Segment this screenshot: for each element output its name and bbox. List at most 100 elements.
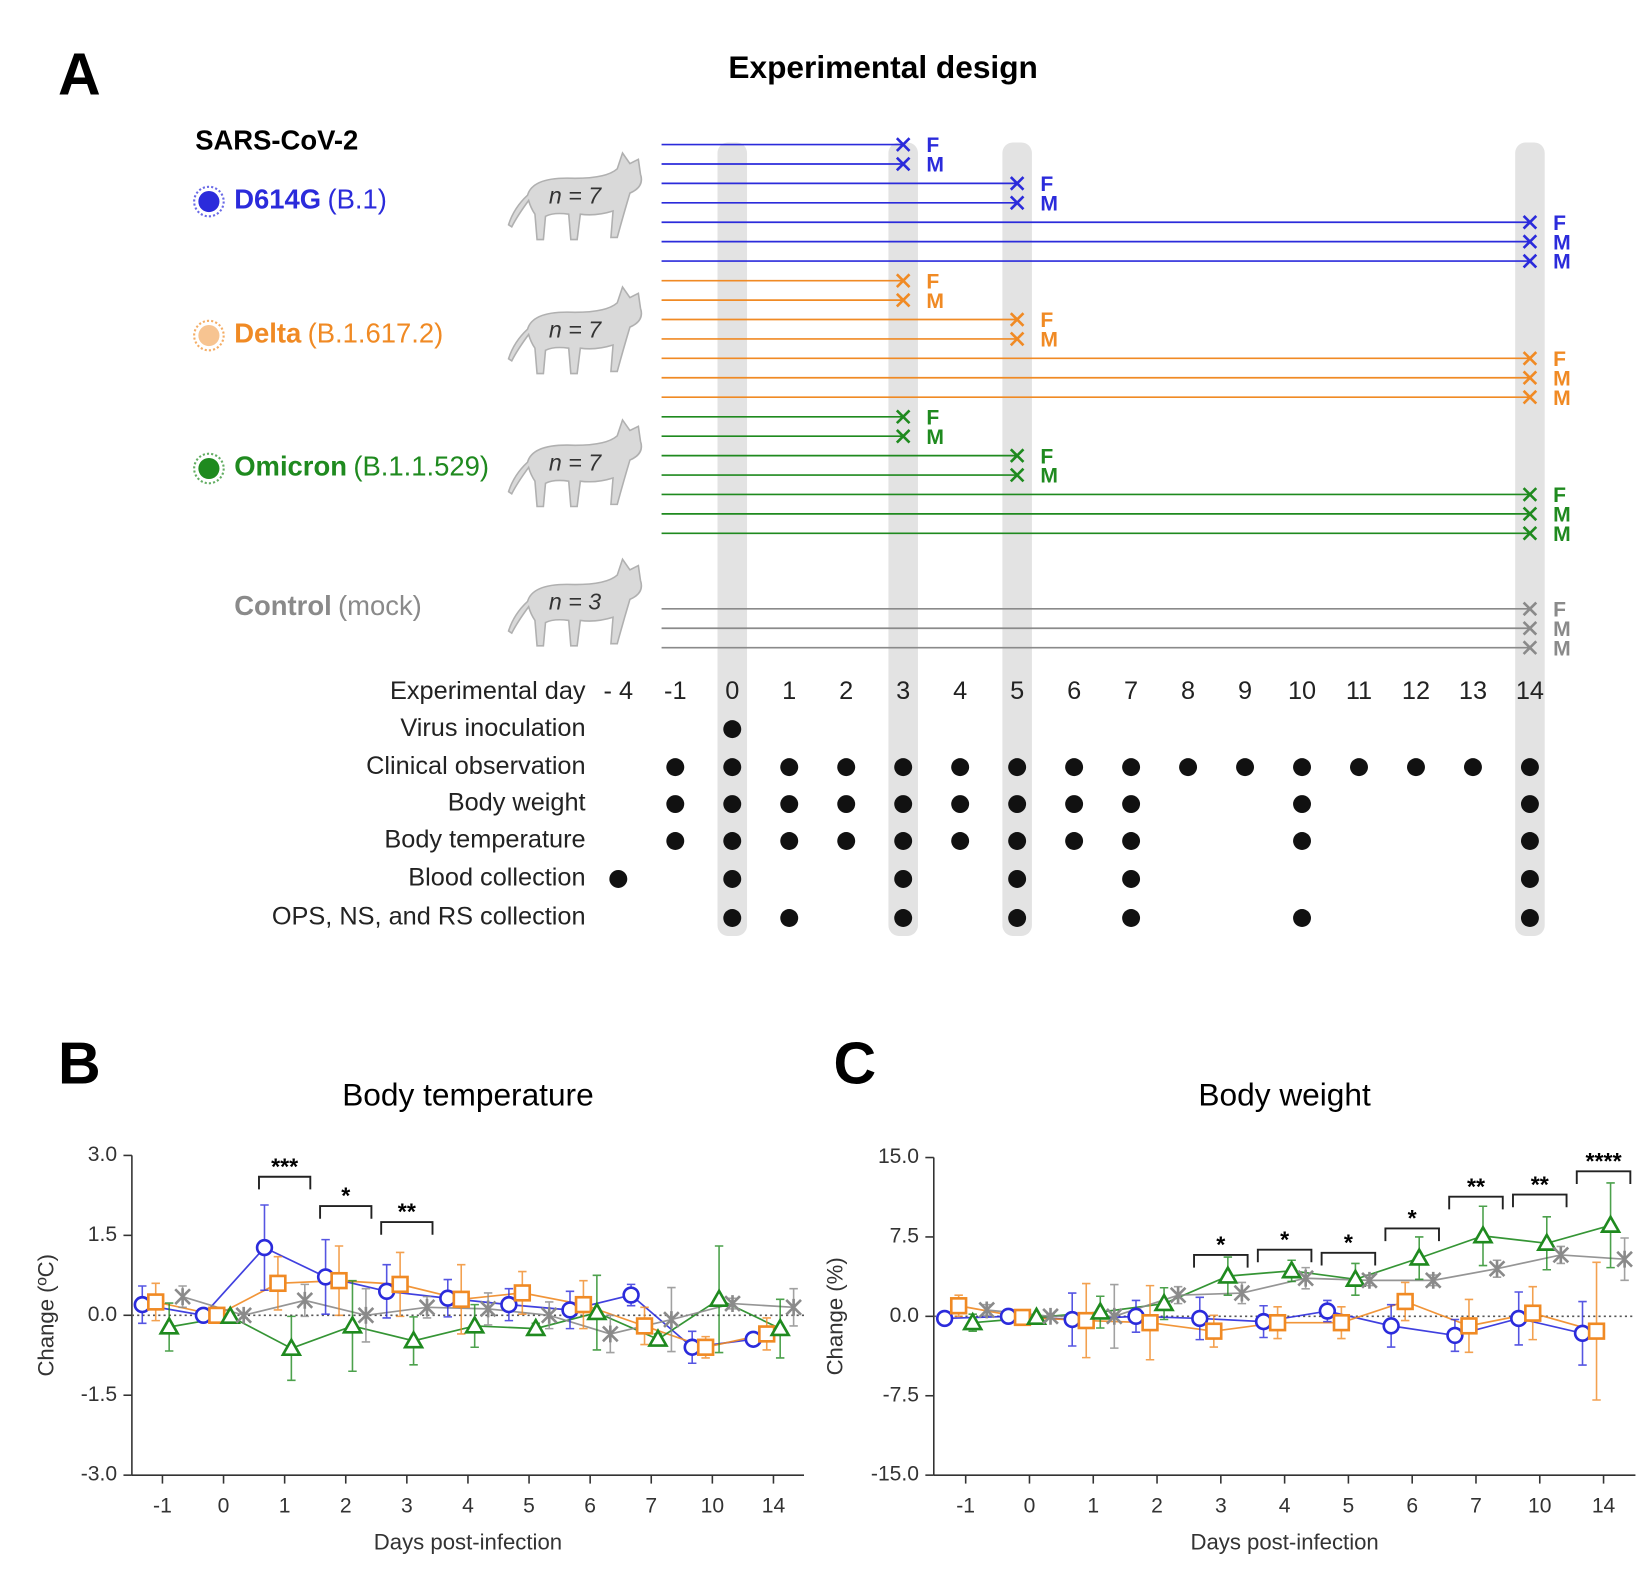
marker (1127, 1307, 1145, 1326)
marker (1077, 1311, 1095, 1330)
marker (586, 1301, 608, 1321)
sex-label: M (1040, 192, 1058, 215)
marker (1344, 1268, 1367, 1287)
day-label: 4 (953, 677, 967, 705)
marker (540, 1306, 558, 1324)
marker (1488, 1260, 1506, 1278)
significance-bracket (319, 1205, 373, 1219)
significance-bracket (1512, 1193, 1568, 1208)
x-tick-label: 6 (584, 1494, 596, 1517)
group-name: D614G (234, 184, 321, 215)
group-label: Control (mock) (234, 590, 422, 621)
schedule-dot (1122, 795, 1141, 814)
schedule-dot (1008, 909, 1027, 927)
x-tick-label: 6 (1406, 1494, 1418, 1517)
significance-label: * (1216, 1232, 1225, 1258)
schedule-dot (1065, 832, 1084, 850)
day-label: 11 (1346, 677, 1372, 705)
marker (174, 1288, 191, 1306)
marker (452, 1290, 470, 1309)
endpoint-marker (895, 292, 911, 308)
y-tick-label: -3.0 (81, 1463, 117, 1486)
sex-label: F (1040, 445, 1053, 468)
marker (978, 1301, 996, 1319)
row-label: Clinical observation (366, 752, 585, 780)
marker (1217, 1265, 1239, 1284)
endpoint-marker (1522, 506, 1538, 522)
sex-label: M (1553, 504, 1571, 527)
schedule-dot (1520, 758, 1539, 777)
marker (663, 1311, 680, 1328)
marker (463, 1314, 486, 1334)
marker (1318, 1302, 1337, 1320)
marker (769, 1317, 791, 1337)
endpoint-marker (895, 156, 911, 172)
virus-icon-halo (193, 319, 225, 352)
marker (341, 1314, 364, 1334)
marker (525, 1317, 547, 1337)
schedule-dot (780, 795, 799, 814)
sex-label: M (1040, 329, 1058, 352)
schedule-dot (1463, 758, 1482, 777)
schedule-dot (723, 758, 742, 777)
day-label: 10 (1288, 677, 1316, 705)
marker (1472, 1224, 1494, 1244)
marker (1524, 1304, 1542, 1322)
marker (1042, 1307, 1059, 1325)
highlight-band (1515, 142, 1545, 936)
x-tick-label: 1 (1087, 1494, 1099, 1517)
marker (208, 1306, 226, 1324)
significance-bracket (258, 1175, 312, 1190)
endpoint-marker (1522, 214, 1538, 230)
marker (280, 1337, 303, 1356)
significance-bracket (1575, 1170, 1632, 1184)
marker (1424, 1271, 1442, 1289)
group-label: D614G (B.1) (234, 184, 387, 215)
marker (785, 1298, 802, 1316)
panel-label: A (58, 42, 101, 108)
virus-icon (198, 457, 220, 480)
highlight-band (888, 142, 918, 936)
schedule-dot (723, 870, 742, 888)
endpoint-marker (1522, 351, 1538, 366)
marker (622, 1286, 640, 1304)
group-size: n = 7 (549, 182, 602, 208)
schedule-dot (894, 870, 913, 888)
row-label: Experimental day (390, 677, 586, 705)
group-lineage: (B.1.1.529) (353, 451, 489, 482)
y-axis-label: Change (ºC) (33, 1254, 58, 1377)
marker (158, 1315, 180, 1335)
significance-label: * (1408, 1205, 1417, 1231)
significance-label: * (1344, 1230, 1353, 1256)
marker (1408, 1247, 1430, 1266)
highlight-band (717, 142, 748, 936)
schedule-dot (894, 795, 913, 814)
endpoint-marker (1522, 601, 1538, 617)
marker (1013, 1308, 1032, 1327)
marker (961, 1311, 984, 1331)
schedule-dot (1236, 758, 1255, 777)
marker (402, 1329, 425, 1349)
virus-heading: SARS-CoV-2 (195, 125, 358, 156)
x-tick-label: 7 (1470, 1494, 1482, 1517)
marker (235, 1306, 253, 1324)
y-tick-label: -1.5 (81, 1383, 117, 1406)
endpoint-marker (895, 409, 911, 425)
significance-bracket (1193, 1253, 1249, 1268)
x-tick-label: 3 (1215, 1494, 1227, 1517)
sex-label: M (1553, 231, 1571, 254)
schedule-dot (780, 832, 799, 850)
sex-label: M (1553, 637, 1571, 660)
sex-label: M (926, 426, 944, 449)
x-tick-label: 4 (462, 1494, 474, 1517)
sex-label: F (1553, 484, 1566, 507)
marker (1536, 1232, 1558, 1251)
endpoint-marker (1009, 312, 1025, 327)
marker (574, 1295, 593, 1314)
x-tick-label: 10 (701, 1494, 724, 1517)
marker (1025, 1306, 1048, 1326)
schedule-dot (1520, 795, 1539, 814)
schedule-dot (723, 720, 742, 739)
endpoint-marker (1522, 620, 1538, 636)
x-tick-label: 1 (279, 1494, 291, 1517)
